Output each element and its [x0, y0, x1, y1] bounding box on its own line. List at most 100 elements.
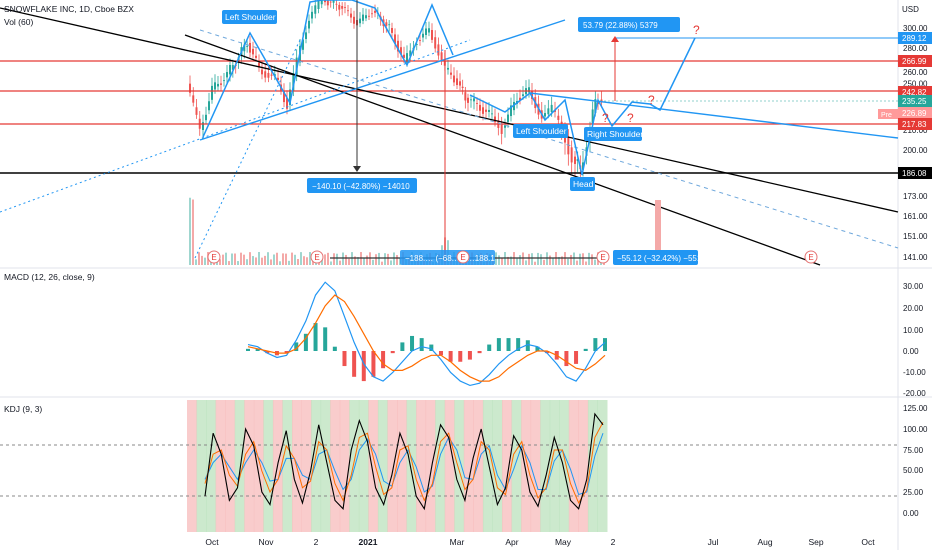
volume-bar	[567, 258, 569, 265]
volume-bar	[288, 260, 290, 265]
volume-bar	[354, 256, 356, 265]
arrow-head	[353, 166, 361, 172]
candle-body	[229, 65, 231, 75]
volume-bar	[255, 257, 257, 265]
macd-tick-label: 0.00	[903, 347, 919, 356]
earnings-marker[interactable]: E	[804, 250, 818, 264]
macd-hist-bar	[593, 338, 598, 351]
earnings-marker[interactable]: E	[207, 250, 221, 264]
volume-bar	[543, 259, 545, 265]
macd-hist-bar	[574, 351, 579, 364]
volume-label[interactable]: Vol (60)	[4, 17, 33, 27]
volume-bar	[576, 260, 578, 265]
earnings-marker[interactable]: E	[310, 250, 324, 264]
volume-bar	[201, 255, 203, 265]
annotation-box[interactable]	[513, 124, 568, 138]
candle-body	[365, 15, 367, 19]
volume-bar	[393, 252, 395, 265]
candle-body	[371, 13, 373, 15]
volume-bar	[372, 259, 374, 265]
candle-body	[504, 125, 506, 128]
kdj-shade-band	[311, 400, 322, 532]
volume-bar	[558, 257, 560, 265]
measure-label[interactable]	[578, 17, 680, 32]
kdj-axis[interactable]: 125.00 100.00 75.00 50.00 25.00 0.00	[903, 404, 928, 518]
trend-line-lower[interactable]	[184, 34, 821, 266]
kdj-shade-band	[377, 400, 388, 532]
candle-body	[267, 72, 270, 78]
kdj-title[interactable]: KDJ (9, 3)	[4, 404, 42, 414]
time-axis-label: 2	[314, 537, 319, 547]
svg-text:Pre: Pre	[881, 112, 892, 119]
volume-bar	[363, 258, 365, 265]
macd-hist-bar	[564, 351, 569, 367]
volume-bar	[327, 252, 329, 265]
volume-bar	[303, 256, 305, 265]
candle-body	[338, 4, 341, 10]
volume-bar	[531, 253, 533, 265]
macd-tick-label: 30.00	[903, 282, 924, 291]
volume-bar	[282, 253, 284, 265]
question-mark: ?	[693, 23, 700, 37]
pre-market-badge[interactable]: Pre	[878, 109, 898, 119]
candle-body	[329, 1, 332, 3]
measure-label[interactable]	[613, 250, 698, 265]
time-axis-label: 2021	[359, 537, 378, 547]
kdj-shade-band	[463, 400, 474, 532]
volume-bar	[579, 253, 581, 265]
earnings-marker[interactable]: E	[456, 250, 470, 264]
pattern-zigzag[interactable]	[202, 0, 454, 138]
earnings-marker[interactable]: E	[596, 250, 610, 264]
measure-label[interactable]	[400, 250, 495, 265]
annotation-box[interactable]	[584, 127, 642, 141]
candle-body	[440, 52, 443, 61]
price-level-tag	[898, 107, 932, 119]
candle-body	[314, 5, 317, 14]
macd-hist-bar	[246, 348, 250, 351]
kdj-shade-band	[387, 400, 398, 532]
volume-bar	[561, 256, 563, 265]
volume-bar	[279, 261, 281, 265]
macd-hist-bar	[603, 338, 607, 351]
kdj-pane[interactable]: KDJ (9, 3)	[0, 404, 898, 511]
volume-bar	[189, 197, 191, 265]
candle-body	[576, 159, 579, 162]
kdj-shade-band	[444, 400, 455, 532]
candle-body	[264, 71, 267, 78]
volume-bar	[375, 254, 377, 265]
time-axis-label: Sep	[808, 537, 823, 547]
measure-label[interactable]	[307, 178, 417, 193]
macd-hist-bar	[265, 351, 270, 354]
macd-title[interactable]: MACD (12, 26, close, 9)	[4, 272, 95, 282]
volume-bar	[228, 261, 230, 265]
volume-bar	[366, 255, 368, 265]
annotation-box[interactable]	[570, 177, 595, 191]
volume-bar	[528, 253, 530, 265]
symbol-title[interactable]: SNOWFLAKE INC, 1D, Cboe BZX	[4, 4, 134, 14]
kdj-shade-band	[568, 400, 579, 532]
candle-body	[289, 89, 291, 105]
kdj-shade-band	[435, 400, 446, 532]
price-level-text: 235.25	[902, 97, 927, 106]
candle-body	[214, 82, 216, 90]
price-pane[interactable]: ? ? ? ? Left Shoulder Left Shoulder Righ…	[0, 0, 899, 266]
macd-tick-label: -10.00	[903, 368, 926, 377]
candle-body	[531, 90, 533, 99]
currency-label: USD	[902, 5, 919, 14]
macd-pane[interactable]: MACD (12, 26, close, 9)	[4, 272, 607, 387]
annotation-box[interactable]	[222, 10, 277, 24]
neckline[interactable]	[199, 19, 566, 141]
measure-text: −188.… (−68.…) …188.1	[405, 254, 495, 263]
volume-bar	[546, 252, 548, 265]
trend-line-upper[interactable]	[0, 7, 899, 213]
volume-bar	[309, 252, 311, 265]
price-level-text: 186.08	[902, 169, 927, 178]
dashed-trend	[194, 39, 301, 259]
candle-body	[434, 37, 437, 49]
candle-body	[485, 109, 487, 112]
candle-body	[456, 78, 458, 86]
neckline-right[interactable]	[529, 92, 899, 139]
time-axis[interactable]: Oct Nov 2 2021 Mar Apr May 2 Jul Aug Sep Oct	[205, 537, 875, 547]
macd-axis[interactable]: 30.00 20.00 10.00 0.00 -10.00 -20.00	[903, 282, 926, 398]
